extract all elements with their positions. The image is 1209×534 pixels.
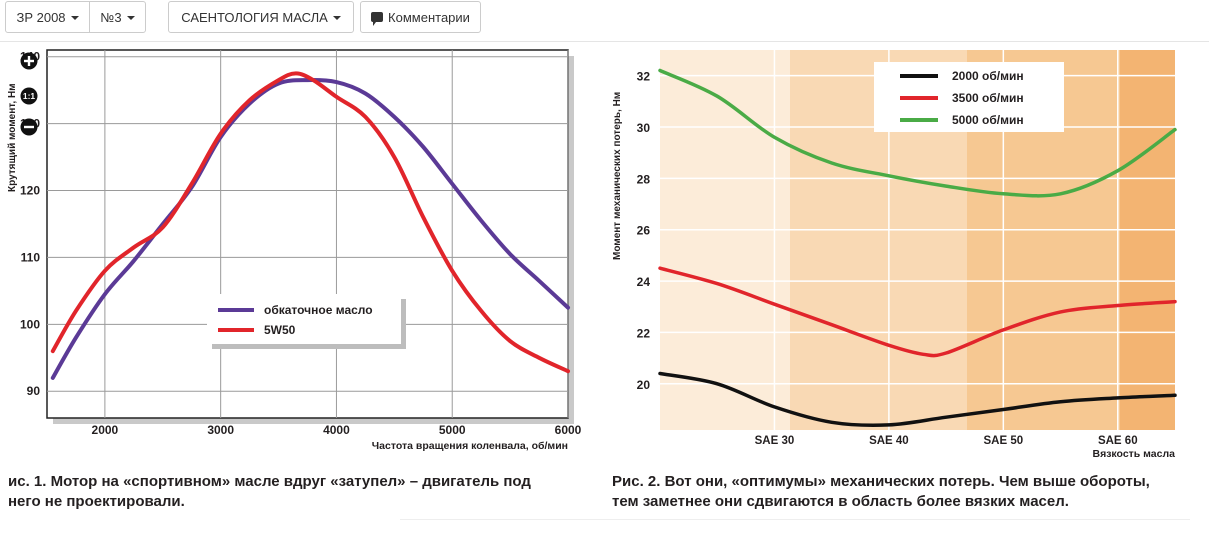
x-axis-label: Частота вращения коленвала, об/мин (372, 440, 568, 452)
y-tick-label: 26 (637, 224, 651, 238)
comment-icon (371, 12, 384, 26)
zoom-reset-icon[interactable]: 1:1 (20, 87, 38, 105)
y-tick-label: 22 (637, 326, 651, 340)
zoom-in-icon[interactable] (20, 52, 38, 70)
x-tick-label: SAE 40 (869, 435, 909, 447)
series-line (658, 371, 1177, 428)
figure-2-caption-line: Рис. 2. Вот они, «оптимумы» механических… (612, 473, 1150, 490)
legend-label: 3500 об/мин (952, 91, 1024, 105)
y-tick-label: 110 (21, 250, 41, 264)
legend-label: 5000 об/мин (952, 113, 1024, 127)
legend-label: 5W50 (264, 323, 296, 337)
y-tick-label: 24 (637, 275, 651, 289)
y-tick-label: 90 (27, 384, 41, 398)
x-tick-label: SAE 60 (1098, 435, 1138, 447)
y-tick-label: 28 (637, 172, 651, 186)
y-axis-label: Крутящий момент, Нм (7, 83, 18, 192)
plot-area (46, 49, 569, 419)
caret-down-icon (70, 16, 79, 20)
zoom-out-icon[interactable] (20, 118, 38, 136)
x-tick-label: SAE 50 (984, 435, 1024, 447)
viscosity-band (660, 50, 790, 430)
figure-2-caption: Рис. 2. Вот они, «оптимумы» механических… (612, 472, 1202, 512)
toolbar-divider (0, 41, 1209, 42)
issue-dropdown-button[interactable]: №3 (89, 1, 146, 33)
figure-2-caption-line: тем заметнее они сдвигаются в область бо… (612, 493, 1069, 510)
figure-1-caption-line: ис. 1. Мотор на «спортивном» масле вдруг… (8, 473, 531, 490)
series-line (658, 266, 1177, 358)
x-tick-label: 5000 (439, 423, 466, 437)
y-axis-label: Момент механических потерь, Нм (612, 92, 623, 260)
x-tick-label: 6000 (555, 423, 582, 437)
viscosity-band (1120, 50, 1175, 430)
y-tick-label: 20 (637, 378, 651, 392)
toolbar: ЗР 2008 №3 САЕНТОЛОГИЯ МАСЛА Комментарии (0, 0, 1209, 42)
y-tick-label: 32 (637, 70, 651, 84)
caret-down-icon (126, 16, 135, 20)
x-axis-label: Вязкость масла (1093, 448, 1176, 460)
zoom-reset-label: 1:1 (23, 91, 36, 101)
figure-1-caption: ис. 1. Мотор на «спортивном» масле вдруг… (8, 472, 598, 512)
y-tick-label: 100 (20, 317, 40, 331)
series-line (50, 71, 570, 374)
series-line (50, 78, 570, 380)
y-tick-label: 120 (20, 184, 40, 198)
x-tick-label: 2000 (92, 423, 119, 437)
year-dropdown-label: ЗР 2008 (16, 9, 66, 25)
y-tick-label: 30 (637, 121, 651, 135)
issue-dropdown-label: №3 (100, 9, 122, 25)
figure-1-caption-line: него не проектировали. (8, 493, 185, 510)
series-line (658, 68, 1177, 198)
legend-label: обкаточное масло (264, 303, 373, 317)
legend-box (207, 294, 401, 344)
x-tick-label: SAE 30 (755, 435, 795, 447)
section-dropdown-label: САЕНТОЛОГИЯ МАСЛА (181, 9, 328, 25)
content-divider (400, 519, 1190, 534)
chart-torque: 2000300040005000600090100110120130140Час… (7, 49, 582, 452)
x-tick-label: 4000 (323, 423, 350, 437)
comments-button[interactable]: Комментарии (360, 1, 481, 33)
x-tick-label: 3000 (207, 423, 234, 437)
legend-label: 2000 об/мин (952, 69, 1024, 83)
section-dropdown-button[interactable]: САЕНТОЛОГИЯ МАСЛА (168, 1, 354, 33)
comments-label: Комментарии (388, 9, 470, 25)
year-dropdown-button[interactable]: ЗР 2008 (5, 1, 90, 33)
chart-mechanical-losses: 20 22 24 26 28 30 32 SAE 30 SAE 40 SAE 50 SAE 60Вя… (612, 50, 1177, 460)
caret-down-icon (332, 16, 341, 20)
